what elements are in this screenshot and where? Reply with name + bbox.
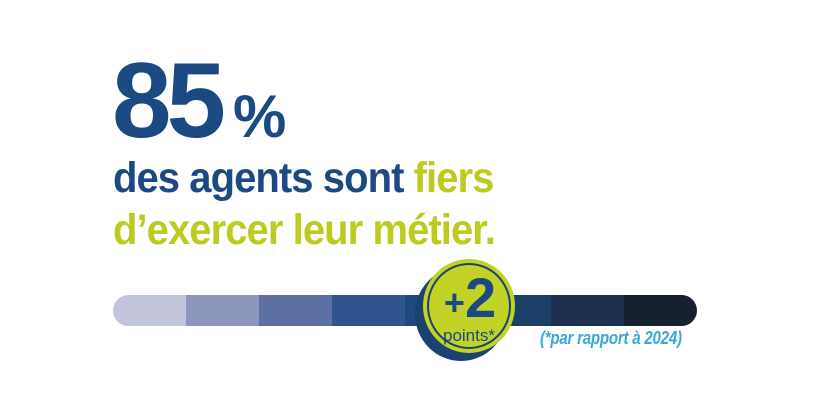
stat-value: 85 [112,40,226,160]
subtitle-line2: d’exercer leur métier. [113,206,496,254]
progress-bar [113,295,697,326]
subtitle-line1-green: fiers [413,154,495,202]
badge-ring [427,263,511,349]
bar-segment [551,295,624,326]
subtitle: des agents sont fiers d’exercer leur mét… [113,152,496,256]
subtitle-line1-blue: des agents sont [113,154,414,202]
subtitle-line1: des agents sont fiers [113,152,495,204]
bar-segment [186,295,259,326]
bar-segment [259,295,332,326]
stat-unit: % [233,83,287,150]
bar-segment [113,295,186,326]
comparison-note: (*par rapport à 2024) [540,328,682,348]
bar-segment [332,295,405,326]
delta-badge: +2 points* [423,259,515,353]
headline-stat: 85% [112,47,286,154]
bar-segment [624,295,697,326]
